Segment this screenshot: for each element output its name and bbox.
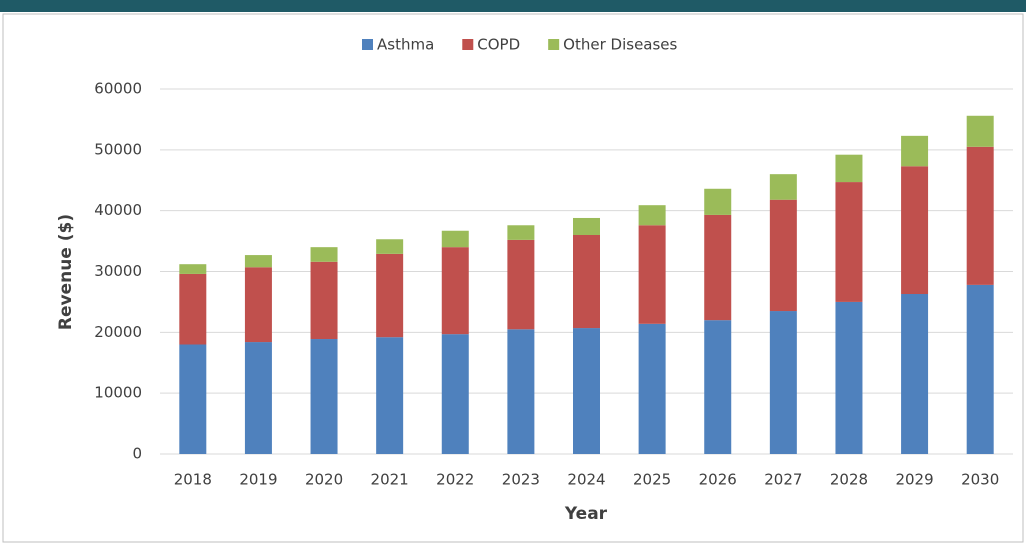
y-tick-label: 50000 — [94, 140, 142, 158]
x-tick-label: 2025 — [633, 471, 671, 489]
bar-segment — [638, 205, 666, 226]
x-tick-label: 2021 — [371, 471, 409, 489]
legend-swatch — [362, 39, 373, 50]
bar-segment — [901, 166, 929, 295]
x-tick-label: 2018 — [174, 471, 212, 489]
bar-segment — [310, 247, 338, 262]
x-tick-label: 2024 — [567, 471, 605, 489]
y-tick-label: 0 — [132, 445, 142, 463]
bar-segment — [244, 255, 272, 268]
bar-segment — [507, 225, 535, 240]
bar-segment — [769, 174, 797, 200]
bar-segment — [769, 199, 797, 312]
bar-segment — [835, 182, 863, 302]
bar-segment — [376, 337, 404, 454]
x-tick-label: 2023 — [502, 471, 540, 489]
bar-segment — [244, 267, 272, 343]
x-tick-label: 2022 — [436, 471, 474, 489]
x-axis-title: Year — [564, 504, 608, 524]
bar-segment — [441, 334, 469, 454]
bar-segment — [441, 247, 469, 335]
x-tick-label: 2027 — [764, 471, 802, 489]
bar-segment — [638, 323, 666, 454]
bar-segment — [966, 115, 994, 147]
bar-segment — [244, 342, 272, 454]
bar-segment — [835, 301, 863, 454]
legend-swatch — [462, 39, 474, 50]
bar-segment — [310, 339, 338, 454]
y-tick-label: 40000 — [94, 201, 142, 219]
bar-segment — [901, 135, 929, 167]
bar-segment — [179, 344, 207, 454]
bar-segment — [704, 188, 732, 215]
x-tick-label: 2026 — [699, 471, 737, 489]
bar-segment — [638, 225, 666, 324]
bar-segment — [573, 235, 600, 329]
header-bar — [0, 0, 1026, 12]
y-tick-label: 60000 — [94, 80, 142, 98]
x-tick-label: 2020 — [305, 471, 343, 489]
bar-segment — [835, 154, 863, 183]
bar-segment — [179, 273, 207, 345]
x-tick-label: 2029 — [895, 471, 933, 489]
bar-segment — [966, 284, 994, 454]
y-axis-title: Revenue ($) — [56, 214, 76, 330]
bar-segment — [507, 329, 535, 454]
bar-segment — [573, 217, 600, 235]
bar-segment — [704, 320, 732, 454]
x-tick-label: 2019 — [239, 471, 277, 489]
legend-swatch — [548, 39, 560, 50]
bar-segment — [376, 253, 404, 338]
bar-segment — [901, 294, 929, 454]
bar-segment — [573, 328, 600, 454]
y-tick-label: 10000 — [94, 384, 142, 402]
y-tick-label: 30000 — [94, 262, 142, 280]
bar-segment — [769, 311, 797, 454]
x-tick-label: 2030 — [961, 471, 999, 489]
bar-segment — [966, 146, 994, 285]
x-tick-label: 2028 — [830, 471, 868, 489]
bar-segment — [376, 239, 404, 254]
bar-segment — [310, 261, 338, 340]
bar-segment — [507, 239, 535, 330]
y-tick-label: 20000 — [94, 323, 142, 341]
bar-segment — [704, 214, 732, 321]
bar-segment — [179, 264, 207, 274]
legend-label: COPD — [477, 36, 520, 54]
bar-segment — [441, 230, 469, 248]
legend-label: Asthma — [377, 36, 434, 54]
legend-label: Other Diseases — [563, 36, 677, 54]
